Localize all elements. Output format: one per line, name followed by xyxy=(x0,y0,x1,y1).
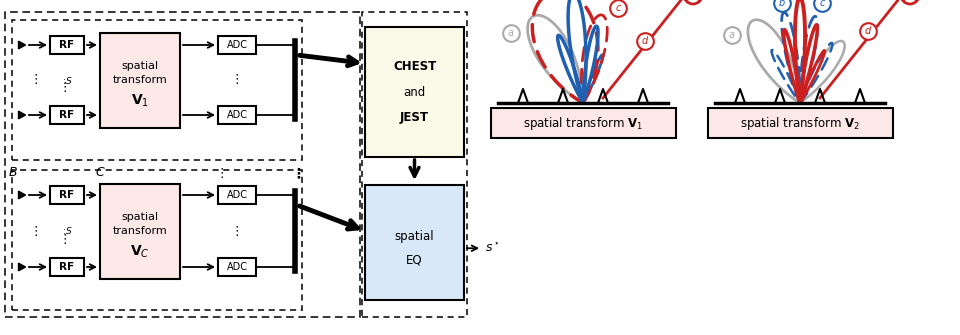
Text: transform: transform xyxy=(112,75,167,85)
Bar xyxy=(218,186,256,204)
Text: $\colon S$: $\colon S$ xyxy=(61,225,72,237)
Text: ADC: ADC xyxy=(227,190,248,200)
Bar xyxy=(708,108,893,138)
Bar xyxy=(365,27,464,157)
Text: ⋮: ⋮ xyxy=(30,224,42,238)
Text: b: b xyxy=(779,0,785,8)
Bar xyxy=(362,12,467,317)
Text: RF: RF xyxy=(60,40,75,50)
Text: ⋮: ⋮ xyxy=(230,224,243,238)
Bar xyxy=(100,184,180,278)
Bar xyxy=(50,106,84,124)
Text: $\colon S$: $\colon S$ xyxy=(61,74,72,85)
Bar xyxy=(50,186,84,204)
Polygon shape xyxy=(18,111,26,119)
Text: c: c xyxy=(819,0,825,8)
Bar xyxy=(365,185,464,300)
Text: $\mathbf{V}_1$: $\mathbf{V}_1$ xyxy=(131,93,149,109)
Text: ADC: ADC xyxy=(227,40,248,50)
Text: ⋮: ⋮ xyxy=(230,73,243,86)
Text: $C$: $C$ xyxy=(95,166,106,180)
Polygon shape xyxy=(18,191,26,199)
Text: spatial: spatial xyxy=(395,230,434,243)
Text: d: d xyxy=(865,26,871,36)
Text: spatial: spatial xyxy=(121,61,158,71)
Text: $s^\star$: $s^\star$ xyxy=(485,241,500,255)
Text: d: d xyxy=(642,36,648,46)
Text: ⋮: ⋮ xyxy=(59,81,71,94)
Text: CHEST: CHEST xyxy=(393,60,436,72)
Text: $B$: $B$ xyxy=(8,166,18,180)
Text: EQ: EQ xyxy=(406,253,422,266)
Text: spatial transform $\mathbf{V}_1$: spatial transform $\mathbf{V}_1$ xyxy=(523,115,643,132)
Bar xyxy=(218,106,256,124)
Text: ⋮: ⋮ xyxy=(291,166,305,180)
Text: transform: transform xyxy=(112,226,167,236)
Bar xyxy=(50,36,84,54)
Text: RF: RF xyxy=(60,110,75,120)
Text: ADC: ADC xyxy=(227,110,248,120)
Bar xyxy=(12,170,302,310)
Text: c: c xyxy=(615,3,621,13)
Bar xyxy=(100,32,180,128)
Text: ⋮: ⋮ xyxy=(216,166,228,180)
Bar xyxy=(12,20,302,160)
Text: ⋮: ⋮ xyxy=(59,232,71,246)
Text: a: a xyxy=(508,28,514,38)
Text: JEST: JEST xyxy=(400,112,429,125)
Polygon shape xyxy=(18,41,26,49)
Bar xyxy=(218,36,256,54)
Text: a: a xyxy=(729,30,735,40)
Text: spatial transform $\mathbf{V}_2$: spatial transform $\mathbf{V}_2$ xyxy=(740,115,860,132)
Text: ADC: ADC xyxy=(227,262,248,272)
Text: ⋮: ⋮ xyxy=(30,73,42,86)
Text: $\mathbf{V}_C$: $\mathbf{V}_C$ xyxy=(131,244,150,260)
Bar xyxy=(5,12,360,317)
Text: and: and xyxy=(403,85,425,98)
Text: spatial: spatial xyxy=(121,212,158,222)
Text: RF: RF xyxy=(60,190,75,200)
Bar xyxy=(218,258,256,276)
Bar xyxy=(491,108,676,138)
Polygon shape xyxy=(18,263,26,271)
Bar xyxy=(50,258,84,276)
Text: RF: RF xyxy=(60,262,75,272)
